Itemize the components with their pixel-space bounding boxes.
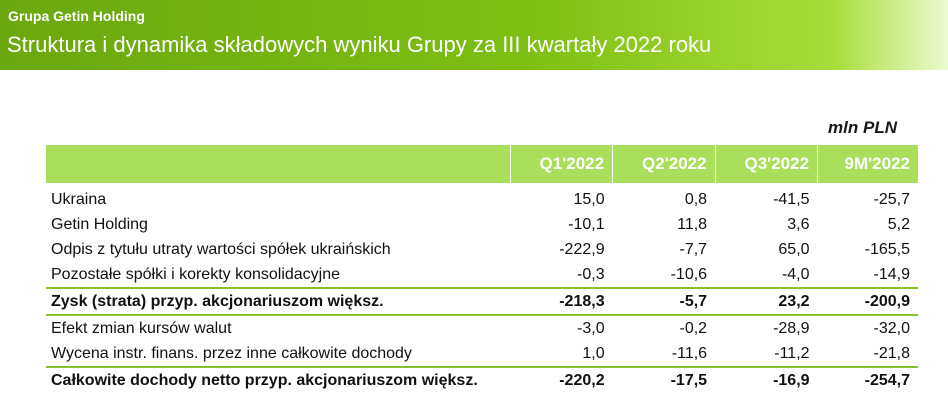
cell-q1: -0,3 <box>510 262 613 289</box>
cell-q1: -10,1 <box>568 215 605 233</box>
cell-q2: -0,2 <box>679 319 708 337</box>
cell-9m: 5,2 <box>887 215 910 233</box>
cell-q3: -11,2 <box>715 341 818 368</box>
cell-q2: -17,5 <box>670 371 708 389</box>
column-header-q1: Q1'2022 <box>509 145 613 183</box>
cell-q3: -28,9 <box>773 319 810 337</box>
cell-9m: -165,5 <box>864 240 910 258</box>
cell-9m: -21,8 <box>817 341 918 368</box>
row-label: Odpis z tytułu utraty wartości spółek uk… <box>51 240 391 258</box>
results-table: Q1'2022 Q2'2022 Q3'2022 9M'2022 Ukraina … <box>46 145 918 393</box>
cell-9m: -32,0 <box>873 319 910 337</box>
row-label: Getin Holding <box>51 215 148 233</box>
cell-q2: -7,7 <box>679 240 708 258</box>
cell-q3: 3,6 <box>787 215 810 233</box>
subtotal-row: Zysk (strata) przyp. akcjonariuszom więk… <box>46 288 918 316</box>
cell-q3: 65,0 <box>778 240 810 258</box>
table-row: Ukraina 15,0 0,8 -41,5 -25,7 <box>46 183 918 212</box>
table-row: Odpis z tytułu utraty wartości spółek uk… <box>46 237 918 262</box>
row-label: Całkowite dochody netto przyp. akcjonari… <box>51 371 478 389</box>
cell-q2: 0,8 <box>684 190 708 208</box>
cell-q2: 11,8 <box>677 215 708 233</box>
cell-q1: -220,2 <box>559 371 605 389</box>
column-header-9m: 9M'2022 <box>817 145 918 183</box>
cell-q1: 15,0 <box>573 190 605 208</box>
cell-q2: -10,6 <box>612 262 716 289</box>
row-label: Efekt zmian kursów walut <box>51 319 232 337</box>
header-band: Grupa Getin Holding Struktura i dynamika… <box>0 0 948 70</box>
cell-q1: -218,3 <box>510 288 613 316</box>
row-label: Ukraina <box>51 190 107 208</box>
cell-9m: -200,9 <box>817 288 918 316</box>
cell-q3: 23,2 <box>715 288 818 316</box>
row-label: Pozostałe spółki i korekty konsolidacyjn… <box>46 262 511 289</box>
table-header-row: Q1'2022 Q2'2022 Q3'2022 9M'2022 <box>46 145 918 183</box>
cell-q1: -222,9 <box>559 240 605 258</box>
cell-q3: -16,9 <box>773 371 810 389</box>
cell-q1: -3,0 <box>577 319 605 337</box>
row-label: Wycena instr. finans. przez inne całkowi… <box>46 341 511 368</box>
table-row: Wycena instr. finans. przez inne całkowi… <box>46 341 918 368</box>
cell-q3: -4,0 <box>715 262 818 289</box>
unit-label: mln PLN <box>828 118 897 137</box>
cell-9m: -25,7 <box>873 190 910 208</box>
cell-q3: -41,5 <box>773 190 810 208</box>
table-row: Pozostałe spółki i korekty konsolidacyjn… <box>46 262 918 289</box>
slide-title: Struktura i dynamika składowych wyniku G… <box>7 32 712 57</box>
company-name: Grupa Getin Holding <box>8 8 145 24</box>
cell-9m: -14,9 <box>817 262 918 289</box>
cell-q1: 1,0 <box>510 341 613 368</box>
cell-q2: -5,7 <box>612 288 716 316</box>
total-row: Całkowite dochody netto przyp. akcjonari… <box>46 367 918 393</box>
table-row: Getin Holding -10,1 11,8 3,6 5,2 <box>46 212 918 237</box>
table-row: Efekt zmian kursów walut -3,0 -0,2 -28,9… <box>46 315 918 341</box>
cell-q2: -11,6 <box>612 341 716 368</box>
cell-9m: -254,7 <box>864 371 910 389</box>
column-header-q3: Q3'2022 <box>714 145 818 183</box>
header-blank-cell <box>46 145 511 183</box>
row-label: Zysk (strata) przyp. akcjonariuszom więk… <box>46 288 511 316</box>
column-header-q2: Q2'2022 <box>612 145 716 183</box>
